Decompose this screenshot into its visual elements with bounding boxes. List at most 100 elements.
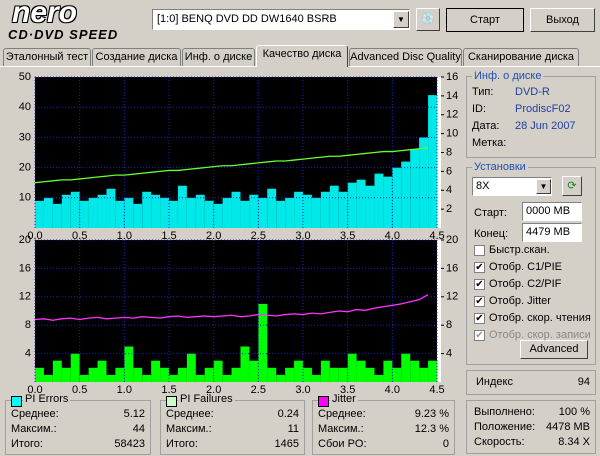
- stats-value: 11: [287, 423, 299, 435]
- x-tick-label: 1.0: [117, 384, 132, 396]
- graphs: 0.0 0.5 1.0 1.5 2.0 2.5 3.0 3.5 4.0 4.5 10 20 30 40 50…: [19, 71, 459, 396]
- tab[interactable]: Создание диска: [92, 48, 181, 66]
- y2-tick-label: 10: [446, 128, 458, 140]
- y-tick-label: 30: [19, 131, 31, 143]
- y-tick-label: 4: [25, 348, 31, 360]
- bar: [383, 360, 393, 382]
- bar: [347, 353, 357, 382]
- x-tick-label: 2.5: [251, 384, 266, 396]
- y2-tick-label: 20: [446, 234, 458, 246]
- bar: [392, 167, 402, 228]
- stats-group: [312, 400, 455, 455]
- bar: [428, 360, 437, 382]
- x-tick-label: 0.5: [72, 230, 87, 242]
- y2-tick-label: 14: [446, 90, 458, 102]
- stats-label: Сбои PO:: [318, 438, 367, 450]
- bar: [294, 191, 303, 228]
- tab[interactable]: Эталонный тест: [3, 48, 91, 66]
- bar: [79, 374, 89, 382]
- bar: [133, 203, 143, 228]
- tab-active[interactable]: Качество диска: [256, 45, 348, 67]
- checkbox[interactable]: ✔: [474, 262, 485, 273]
- info-label: Дата:: [472, 120, 500, 132]
- y2-tick-label: 16: [446, 262, 458, 274]
- tab[interactable]: Сканирование диска: [463, 48, 579, 66]
- bar: [52, 203, 62, 228]
- bar: [356, 360, 366, 382]
- stats-label: Итого:: [11, 438, 43, 450]
- bar: [347, 182, 357, 228]
- bar: [419, 367, 429, 382]
- bar: [329, 367, 339, 382]
- bar: [258, 303, 268, 382]
- x-tick-label: 0.5: [72, 384, 87, 396]
- info-value: DVD-R: [515, 86, 550, 98]
- y-tick-label: 16: [19, 262, 31, 274]
- info-value: ProdiscF02: [515, 103, 571, 115]
- bar: [231, 367, 241, 382]
- checkbox[interactable]: ✔: [474, 313, 485, 324]
- tab[interactable]: Advanced Disc Quality: [349, 48, 462, 66]
- bar: [35, 200, 44, 228]
- bar: [43, 374, 53, 382]
- checkbox[interactable]: ✔: [474, 330, 485, 341]
- refresh-button[interactable]: ⟳: [562, 176, 582, 196]
- checkbox[interactable]: [474, 245, 485, 256]
- stats-title: PI Failures: [178, 393, 235, 405]
- bar: [267, 188, 277, 228]
- exit-button[interactable]: Выход: [530, 8, 595, 32]
- stats-label: Среднее:: [11, 408, 59, 420]
- bar: [106, 374, 116, 382]
- bar: [133, 367, 143, 382]
- option-label: Отобр. скор. записи: [489, 329, 591, 341]
- bar: [186, 197, 196, 228]
- tab[interactable]: Инф. о диске: [182, 48, 255, 66]
- end-input[interactable]: 4479 MB: [522, 223, 582, 242]
- bar: [186, 353, 196, 382]
- bar: [213, 360, 223, 382]
- index-label: Индекс: [476, 376, 513, 388]
- x-tick-label: 3.5: [340, 384, 355, 396]
- y2-tick-label: 2: [446, 203, 452, 215]
- bar: [124, 346, 134, 382]
- bar: [249, 360, 259, 382]
- stats-label: Максим.:: [11, 423, 57, 435]
- start-label: Старт:: [474, 207, 507, 219]
- eject-button[interactable]: 💿: [416, 8, 440, 31]
- y-tick-label: 20: [19, 234, 31, 246]
- dropdown-arrow[interactable]: ▼: [393, 11, 409, 28]
- line: [34, 147, 429, 184]
- stats-value: 44: [132, 423, 145, 435]
- bar: [222, 197, 232, 228]
- legend-swatch: [318, 396, 329, 407]
- progress-value: 4478 MB: [545, 421, 590, 433]
- speed-select[interactable]: 8X: [472, 177, 552, 196]
- bar: [151, 360, 161, 382]
- bar: [329, 185, 339, 228]
- x-tick-label: 4.0: [385, 384, 400, 396]
- start-input[interactable]: 0000 MB: [522, 202, 582, 221]
- index-box: [466, 370, 596, 395]
- bar: [97, 360, 107, 382]
- stats-value: 1465: [274, 438, 299, 450]
- legend-swatch: [166, 396, 177, 407]
- advanced-button[interactable]: Advanced: [520, 340, 588, 359]
- bar: [169, 374, 178, 382]
- stats-label: Максим.:: [318, 423, 364, 435]
- checkbox[interactable]: ✔: [474, 279, 485, 290]
- stats-title: Jitter: [330, 393, 358, 405]
- bar: [303, 194, 312, 228]
- bar: [97, 194, 107, 228]
- checkbox[interactable]: ✔: [474, 296, 485, 307]
- bar: [383, 176, 393, 228]
- stats-label: Среднее:: [166, 408, 214, 420]
- bar: [195, 374, 205, 382]
- drive-select[interactable]: [1:0] BENQ DVD DD DW1640 BSRB: [152, 9, 410, 30]
- dropdown-arrow[interactable]: ▼: [536, 179, 551, 194]
- progress-label: Скорость:: [474, 436, 525, 448]
- start-button[interactable]: Старт: [446, 8, 524, 32]
- bar: [204, 367, 214, 382]
- group-title: Установки: [472, 161, 528, 173]
- bar: [267, 367, 277, 382]
